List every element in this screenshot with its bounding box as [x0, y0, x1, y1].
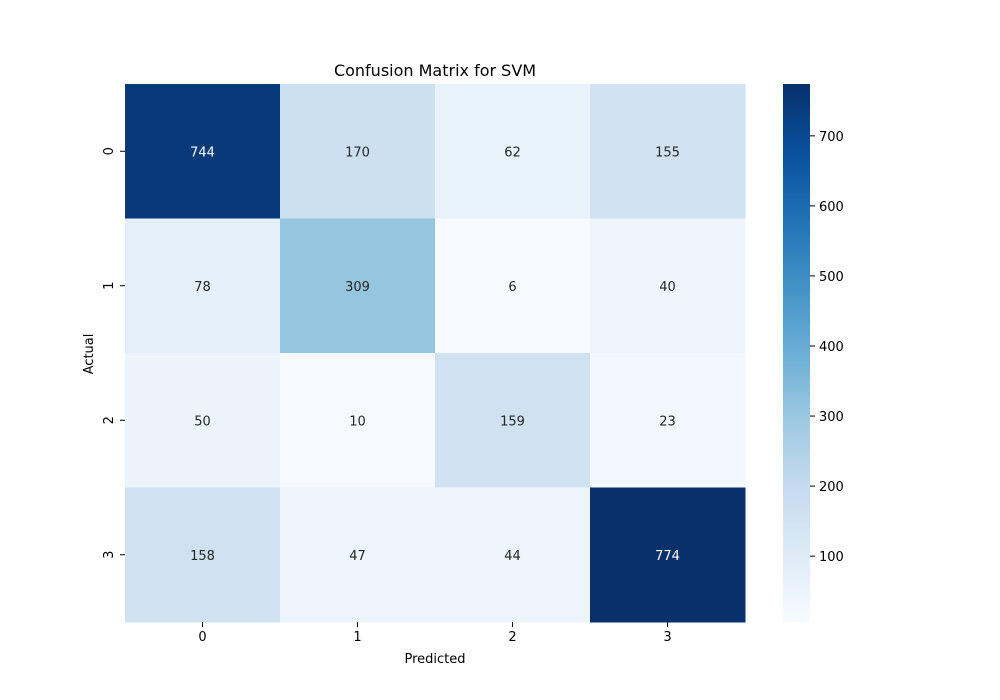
y-axis-label: Actual: [82, 334, 97, 375]
heatmap-cell: [590, 353, 746, 488]
heatmap-cells: 744 170 62 155 78 309 6 40 50 10 159 23 158 47 44 774: [125, 84, 746, 623]
colorbar-tick-label: 400: [819, 340, 844, 355]
colorbar-tick-label: 100: [819, 550, 844, 565]
colorbar: [783, 84, 810, 622]
x-tick-label: 2: [508, 630, 516, 645]
colorbar-tick-label: 700: [819, 130, 844, 145]
y-tick-label: 2: [102, 416, 117, 424]
cell-value-label: 6: [508, 280, 516, 295]
cell-value-label: 40: [659, 280, 676, 295]
heatmap-cell: [125, 84, 281, 219]
colorbar-ticks: 100 200 300 400 500 600 700: [810, 130, 844, 565]
heatmap-cell: [435, 84, 591, 219]
heatmap-cell: [280, 218, 436, 354]
colorbar-tick-label: 500: [819, 270, 844, 285]
heatmap-cell: [590, 218, 746, 354]
heatmap-cell: [435, 353, 591, 488]
heatmap-cell: [590, 487, 746, 623]
x-axis-label: Predicted: [404, 652, 465, 667]
heatmap-cell: [435, 487, 591, 623]
colorbar-tick-label: 600: [819, 200, 844, 215]
x-axis-ticks: 0 1 2 3: [198, 622, 672, 645]
heatmap-cell: [435, 218, 591, 354]
cell-value-label: 50: [194, 414, 211, 429]
y-tick-label: 3: [102, 551, 117, 559]
heatmap-cell: [125, 218, 281, 354]
cell-value-label: 23: [659, 414, 676, 429]
cell-value-label: 159: [500, 414, 525, 429]
cell-value-label: 170: [345, 145, 370, 160]
x-tick-label: 0: [198, 630, 206, 645]
chart-title: Confusion Matrix for SVM: [334, 61, 536, 80]
cell-value-label: 774: [655, 549, 680, 564]
heatmap-cell: [590, 84, 746, 219]
cell-value-label: 744: [190, 145, 215, 160]
cell-value-label: 155: [655, 145, 680, 160]
cell-value-label: 47: [349, 549, 366, 564]
heatmap-cell: [125, 487, 281, 623]
x-tick-label: 3: [663, 630, 671, 645]
cell-value-label: 62: [504, 145, 521, 160]
heatmap-cell: [280, 487, 436, 623]
colorbar-tick-label: 300: [819, 410, 844, 425]
cell-value-label: 10: [349, 414, 366, 429]
cell-value-label: 309: [345, 280, 370, 295]
colorbar-tick-label: 200: [819, 480, 844, 495]
cell-value-label: 158: [190, 549, 215, 564]
heatmap-cell: [125, 353, 281, 488]
cell-value-label: 78: [194, 280, 211, 295]
heatmap-cell: [280, 353, 436, 488]
heatmap-cell: [280, 84, 436, 219]
y-tick-label: 0: [102, 147, 117, 155]
x-tick-label: 1: [353, 630, 361, 645]
y-tick-label: 1: [102, 282, 117, 290]
y-axis-ticks: 0 1 2 3: [102, 147, 125, 559]
cell-value-label: 44: [504, 549, 521, 564]
